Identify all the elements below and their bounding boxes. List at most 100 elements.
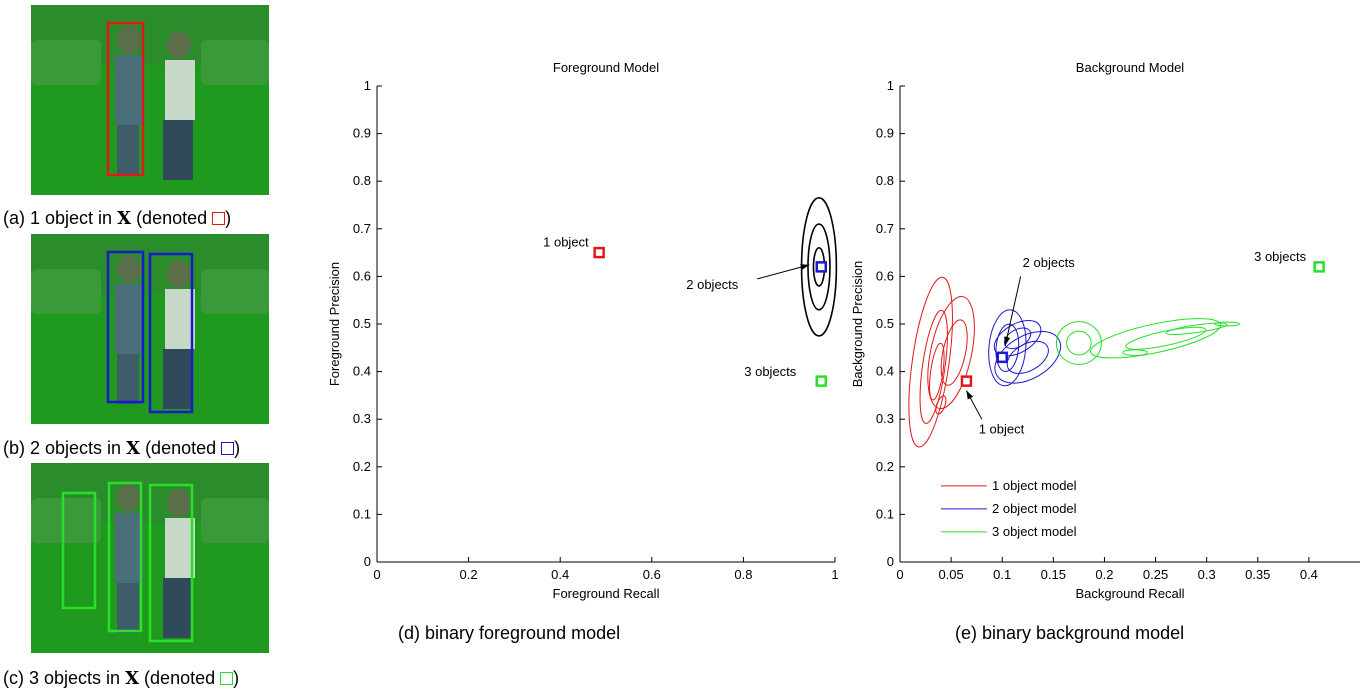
fg-x-tick-label: 0.2 xyxy=(460,567,478,582)
fg-x-tick-label: 0.8 xyxy=(734,567,752,582)
bg-legend-label: 2 object model xyxy=(992,501,1077,516)
fg-y-tick-label: 0.5 xyxy=(353,316,371,331)
fg-x-tick-label: 0.6 xyxy=(643,567,661,582)
bg-x-label: Background Recall xyxy=(1075,586,1184,601)
bg-y-tick-label: 0.9 xyxy=(876,126,894,141)
bg-point-2-objects xyxy=(996,351,1008,364)
bg-x-tick-label: 0.15 xyxy=(1041,567,1066,582)
bg-x-tick-label: 0.25 xyxy=(1143,567,1168,582)
bg-x-tick-label: 0.05 xyxy=(938,567,963,582)
bg-x-tick-label: 0.3 xyxy=(1198,567,1216,582)
bg-red-contour xyxy=(908,276,953,448)
photo-b-scene xyxy=(31,234,269,424)
foreground-model-chart: 0 0.2 0.4 0.6 0.8 1 0 0.1 0.2 0.3 0.4 0.5 0.6 0.7 0.8 0… xyxy=(327,60,839,601)
fg-y-tick-label: 0.1 xyxy=(353,506,371,521)
fg-label-2-objects: 2 objects xyxy=(686,277,739,292)
photo-panel-c xyxy=(31,463,269,653)
bg-x-tick-label: 0.35 xyxy=(1245,567,1270,582)
caption-b-var: X xyxy=(126,438,141,459)
bg-green-contour xyxy=(1122,349,1148,356)
fg-arrow-head xyxy=(800,264,810,271)
bg-legend-label: 3 object model xyxy=(992,524,1077,539)
bg-title: Background Model xyxy=(1076,60,1185,75)
bg-green-contour xyxy=(1066,330,1092,356)
caption-d: (d) binary foreground model xyxy=(398,623,621,643)
bg-y-tick-label: 0 xyxy=(887,554,894,569)
background-model-chart: 0 0.05 0.1 0.15 0.2 0.25 0.3 0.35 0.4 0 0.1 0.2 0.3 0… xyxy=(850,60,1360,601)
fg-x-tick-label: 0 xyxy=(373,567,380,582)
bg-red-contour xyxy=(927,296,975,410)
fg-y-tick-label: 0.6 xyxy=(353,268,371,283)
caption-b-suffix: (denoted xyxy=(145,438,217,458)
bg-blue-contour xyxy=(994,331,1062,384)
caption-e: (e) binary background model xyxy=(955,623,1185,643)
bg-y-tick-label: 0.8 xyxy=(876,173,894,188)
fg-y-tick-label: 1 xyxy=(364,78,371,93)
bg-red-contour xyxy=(935,395,947,415)
bg-arrow-head-2 xyxy=(1004,336,1011,346)
fg-x-tick-label: 1 xyxy=(831,567,838,582)
fg-arrow-line xyxy=(757,264,810,280)
caption-a-var: X xyxy=(117,208,132,229)
bg-green-contour xyxy=(1089,318,1222,359)
fg-y-tick-label: 0 xyxy=(364,554,371,569)
caption-c-var: X xyxy=(125,668,140,689)
bg-y-tick-label: 0.3 xyxy=(876,411,894,426)
bg-label-3-objects: 3 objects xyxy=(1254,249,1307,264)
bg-blue-contour xyxy=(993,319,1042,357)
caption-c-end: ) xyxy=(233,668,240,688)
caption-b-end: ) xyxy=(234,438,241,458)
red-square-icon xyxy=(212,212,226,225)
caption-c-text: (c) 3 objects in xyxy=(3,668,121,688)
fg-y-tick-label: 0.4 xyxy=(353,364,371,379)
caption-b-text: (b) 2 objects in xyxy=(3,438,122,458)
bg-red-contour xyxy=(929,342,945,401)
bg-arrow-head-1 xyxy=(966,390,974,400)
green-square-icon xyxy=(220,672,234,685)
bg-label-2-objects: 2 objects xyxy=(1023,255,1076,270)
bg-x-tick-label: 0.1 xyxy=(993,567,1011,582)
fg-y-tick-label: 0.2 xyxy=(353,459,371,474)
fg-point-2-objects xyxy=(815,261,828,273)
caption-c: (c) 3 objects in X (denoted ) xyxy=(3,668,303,689)
photo-a-scene xyxy=(31,5,269,195)
photo-panel-b xyxy=(31,234,269,424)
bg-y-label: Background Precision xyxy=(850,261,865,387)
bg-y-tick-label: 1 xyxy=(887,78,894,93)
bg-x-tick-label: 0 xyxy=(896,567,903,582)
fg-x-tick-label: 0.4 xyxy=(551,567,569,582)
bg-point-1-object xyxy=(960,375,973,387)
bg-green-contour xyxy=(1055,321,1102,365)
bg-red-contour xyxy=(940,319,968,386)
bg-y-tick-label: 0.5 xyxy=(876,316,894,331)
bg-label-1-object: 1 object xyxy=(979,421,1025,436)
fg-y-label: Foreground Precision xyxy=(327,262,342,386)
fg-point-1-object xyxy=(593,246,605,259)
caption-b: (b) 2 objects in X (denoted ) xyxy=(3,438,303,459)
bg-y-tick-label: 0.4 xyxy=(876,364,894,379)
bg-arrow-line-2 xyxy=(1004,276,1022,346)
fg-point-3-objects xyxy=(815,375,828,387)
bg-x-tick-label: 0.2 xyxy=(1095,567,1113,582)
fg-y-tick-label: 0.7 xyxy=(353,221,371,236)
bg-blue-contour xyxy=(995,323,1020,373)
fg-label-3-objects: 3 objects xyxy=(744,364,797,379)
bg-y-tick-label: 0.7 xyxy=(876,221,894,236)
fg-x-label: Foreground Recall xyxy=(553,586,660,601)
bg-red-contour xyxy=(919,309,948,424)
fg-title: Foreground Model xyxy=(553,60,659,75)
fg-y-tick-label: 0.8 xyxy=(353,173,371,188)
fg-y-tick-label: 0.9 xyxy=(353,126,371,141)
caption-a: (a) 1 object in X (denoted ) xyxy=(3,208,303,229)
photo-c-scene xyxy=(31,463,269,653)
bg-blue-contour xyxy=(1003,327,1032,350)
bg-y-tick-label: 0.2 xyxy=(876,459,894,474)
bg-green-contour xyxy=(1214,321,1240,327)
blue-square-icon xyxy=(221,442,235,455)
bg-green-contour xyxy=(1165,322,1228,335)
caption-a-text: (a) 1 object in xyxy=(3,208,113,228)
bg-y-tick-label: 0.6 xyxy=(876,268,894,283)
caption-a-end: ) xyxy=(225,208,232,228)
fg-y-tick-label: 0.3 xyxy=(353,411,371,426)
bg-x-tick-label: 0.4 xyxy=(1300,567,1318,582)
